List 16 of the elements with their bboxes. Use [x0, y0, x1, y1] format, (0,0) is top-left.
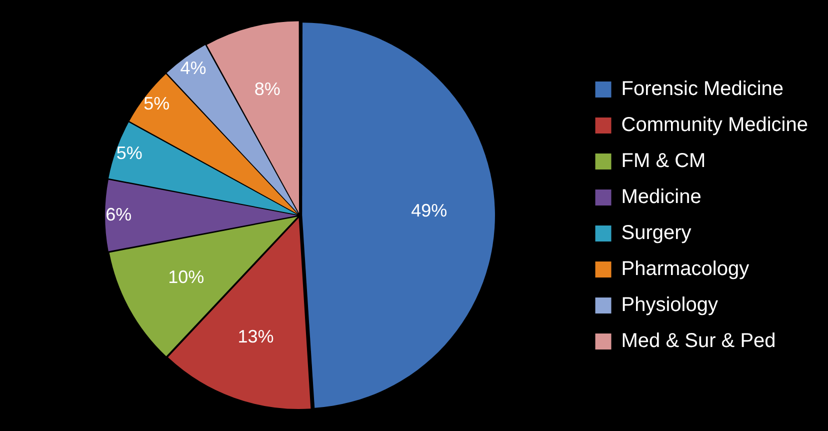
data-label: 6% — [106, 204, 132, 224]
data-label: 49% — [411, 200, 448, 220]
legend-label: Med & Sur & Ped — [621, 330, 776, 352]
legend-label: FM & CM — [621, 150, 706, 172]
data-label: 8% — [254, 79, 280, 99]
legend-label: Surgery — [621, 222, 692, 244]
data-label: 4% — [180, 58, 206, 78]
legend-label: Pharmacology — [621, 258, 750, 280]
data-label: 5% — [144, 94, 170, 114]
legend-label: Physiology — [621, 294, 718, 316]
legend-label: Community Medicine — [621, 114, 808, 136]
data-label: 5% — [116, 143, 142, 164]
legend-label: Medicine — [621, 186, 702, 208]
legend-label: Forensic Medicine — [621, 78, 784, 100]
data-label: 13% — [238, 326, 274, 346]
data-label: 10% — [168, 266, 204, 287]
